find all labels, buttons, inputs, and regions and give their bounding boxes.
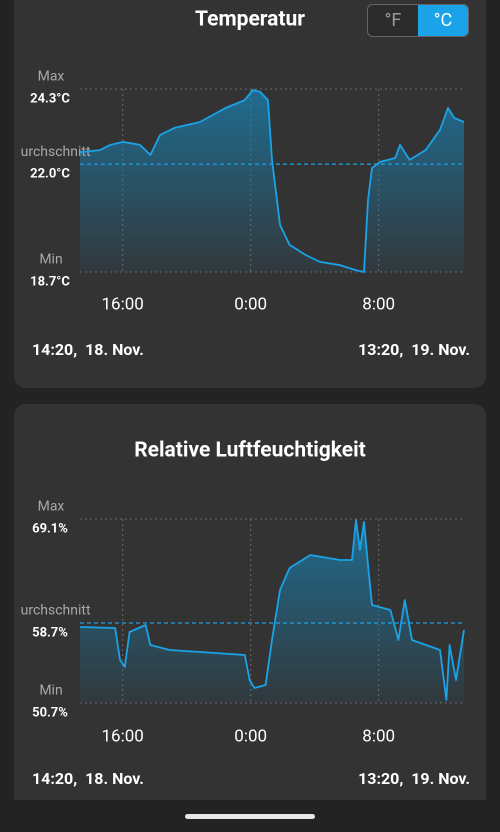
toggle-active	[418, 5, 468, 36]
y-tick-label: 50.7%	[32, 705, 68, 720]
card	[14, 404, 486, 832]
unit-option[interactable]: °C	[434, 10, 452, 31]
unit-toggle[interactable]: °F °C	[367, 4, 469, 37]
y-tick-label: 18.7°C	[30, 274, 70, 289]
y-tick-label: 69.1%	[32, 521, 68, 536]
unit-option[interactable]: °F	[385, 10, 402, 31]
line	[79, 519, 465, 701]
tick-name-group: Max	[38, 69, 65, 85]
tick-name-group: Durchschnitt	[11, 144, 91, 160]
x-tick-label: 16:00	[102, 726, 144, 746]
range-end: 13:20, 19. Nov.	[358, 769, 470, 788]
tick-name-group: Durchschnitt	[11, 603, 91, 619]
y-tick-label: 58.7%	[32, 625, 68, 640]
chart-title: Relative Luftfeuchtigkeit	[134, 439, 366, 463]
tick-name: Durchschnitt	[11, 144, 91, 160]
range-end: 13:20, 19. Nov.	[358, 340, 470, 359]
home-indicator	[185, 814, 315, 819]
tick-name-group: Min	[39, 252, 62, 268]
x-tick-label: 8:00	[362, 294, 395, 314]
tick-name: Min	[39, 683, 62, 699]
range-start: 14:20, 18. Nov.	[32, 769, 144, 788]
tick-name-group: Max	[38, 499, 65, 515]
area	[80, 90, 464, 272]
chart-title: Temperatur	[195, 8, 305, 32]
tick-name: Min	[39, 252, 62, 268]
tick-name-group: Min	[39, 683, 62, 699]
tick-name: Max	[38, 69, 65, 85]
y-tick-label: 22.0°C	[30, 167, 70, 182]
tick-name: Max	[38, 499, 65, 515]
tick-name: Durchschnitt	[11, 603, 91, 619]
x-tick-label: 16:00	[102, 294, 144, 314]
y-tick-label: 24.3°C	[30, 91, 70, 106]
x-tick-label: 0:00	[234, 294, 267, 314]
range-start: 14:20, 18. Nov.	[32, 340, 144, 359]
x-tick-label: 0:00	[234, 726, 267, 746]
line	[79, 89, 465, 273]
x-tick-label: 8:00	[362, 726, 395, 746]
